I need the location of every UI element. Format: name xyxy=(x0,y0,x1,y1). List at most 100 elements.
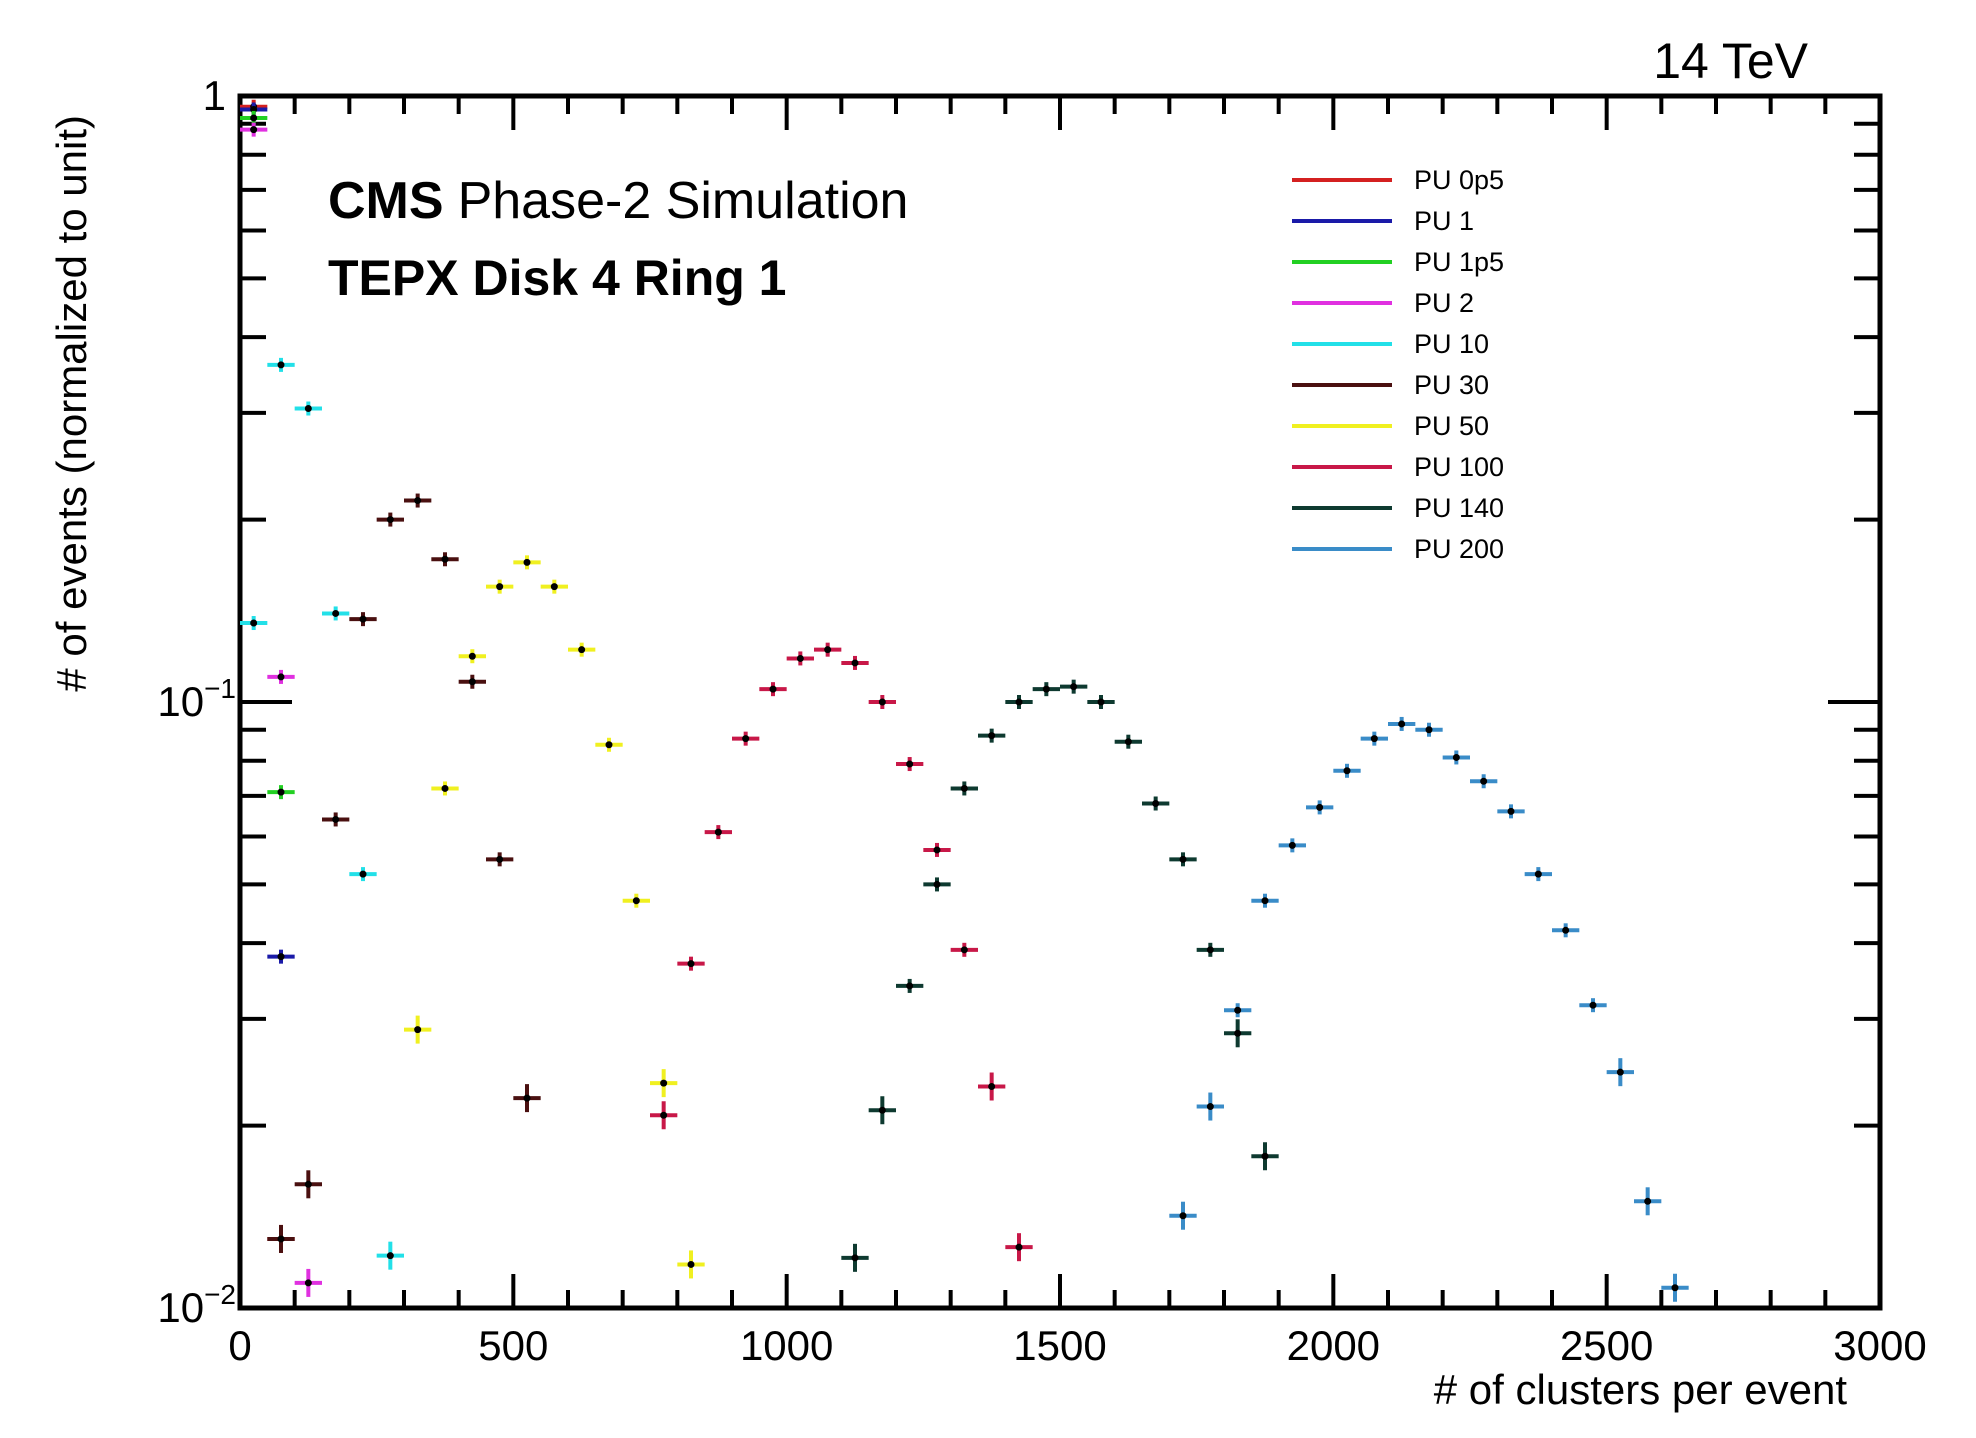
marker xyxy=(1261,1152,1269,1160)
data-point xyxy=(841,1243,869,1272)
marker xyxy=(277,673,285,681)
marker xyxy=(1671,1284,1679,1292)
marker xyxy=(660,1111,668,1119)
marker xyxy=(851,1254,859,1262)
x-tick-label: 0 xyxy=(228,1322,251,1369)
marker xyxy=(1452,753,1460,761)
marker xyxy=(1124,738,1132,746)
energy-label: 14 TeV xyxy=(1653,33,1808,89)
data-point xyxy=(1606,1058,1634,1087)
marker xyxy=(468,652,476,660)
marker xyxy=(906,760,914,768)
marker xyxy=(277,788,285,796)
marker xyxy=(1152,799,1160,807)
legend-label: PU 1p5 xyxy=(1414,247,1504,277)
data-point xyxy=(1224,1003,1252,1018)
marker xyxy=(386,516,394,524)
marker xyxy=(277,953,285,961)
data-point xyxy=(267,1224,295,1253)
data-point xyxy=(978,1072,1006,1101)
data-point xyxy=(1388,716,1416,731)
marker xyxy=(632,897,640,905)
marker xyxy=(1644,1197,1652,1205)
data-point xyxy=(1470,774,1498,789)
series-pu-1p5 xyxy=(240,110,295,800)
data-point xyxy=(240,122,268,137)
data-point xyxy=(458,649,486,664)
series-pu-200 xyxy=(1169,716,1689,1302)
marker xyxy=(1480,777,1488,785)
marker xyxy=(1234,1029,1242,1037)
legend-label: PU 0p5 xyxy=(1414,165,1504,195)
marker xyxy=(1015,1243,1023,1251)
marker xyxy=(605,741,613,749)
data-point xyxy=(540,579,568,594)
marker xyxy=(1234,1006,1242,1014)
x-axis-title: # of clusters per event xyxy=(1434,1366,1848,1413)
marker xyxy=(906,982,914,990)
simulation-label: Phase-2 Simulation xyxy=(458,172,909,230)
marker xyxy=(304,1279,312,1287)
x-tick-label: 3000 xyxy=(1833,1322,1926,1369)
marker xyxy=(441,555,449,563)
legend-label: PU 10 xyxy=(1414,329,1489,359)
data-point xyxy=(267,669,295,684)
data-point xyxy=(923,877,951,892)
data-point xyxy=(650,1069,678,1098)
y-tick-label-exponent: −1 xyxy=(204,673,236,704)
data-point xyxy=(1005,1233,1033,1262)
marker xyxy=(1070,683,1078,691)
marker xyxy=(1261,897,1269,905)
marker xyxy=(468,678,476,686)
data-point xyxy=(349,867,377,882)
data-point xyxy=(267,357,295,372)
marker xyxy=(1097,698,1105,706)
marker xyxy=(1288,841,1296,849)
marker xyxy=(550,583,558,591)
data-point xyxy=(322,606,350,621)
data-point xyxy=(704,825,732,840)
x-tick-label: 1500 xyxy=(1013,1322,1106,1369)
data-point xyxy=(1333,763,1361,778)
series-pu-10 xyxy=(240,357,404,1270)
marker xyxy=(1534,870,1542,878)
marker xyxy=(250,114,258,122)
marker xyxy=(414,497,422,505)
data-point xyxy=(1005,695,1033,709)
region-label: TEPX Disk 4 Ring 1 xyxy=(328,250,786,306)
data-point xyxy=(1442,750,1470,765)
marker xyxy=(878,698,886,706)
legend: PU 0p5 PU 1 PU 1p5 PU 2 PU 10 PU 30 PU 50 PU 10… xyxy=(1292,165,1504,564)
legend-label: PU 30 xyxy=(1414,370,1489,400)
marker xyxy=(441,784,449,792)
marker xyxy=(960,784,968,792)
data-point xyxy=(759,682,787,697)
data-point xyxy=(240,110,268,125)
marker xyxy=(414,1026,422,1034)
data-point xyxy=(896,757,924,772)
data-point xyxy=(677,1250,705,1279)
y-tick-label: 10−2 xyxy=(157,1279,236,1331)
series-pu-30 xyxy=(267,493,541,1253)
marker xyxy=(578,646,586,654)
data-point xyxy=(1060,679,1088,694)
marker xyxy=(960,946,968,954)
marker xyxy=(359,870,367,878)
marker xyxy=(250,126,258,134)
data-point xyxy=(240,616,268,631)
data-point xyxy=(1196,942,1224,957)
x-tick-label: 2500 xyxy=(1560,1322,1653,1369)
data-point xyxy=(1306,800,1334,815)
data-points xyxy=(240,99,1689,1302)
series-pu-100 xyxy=(650,642,1033,1262)
data-point xyxy=(1661,1273,1689,1302)
y-tick-label-exponent: −2 xyxy=(204,1279,236,1310)
marker xyxy=(769,685,777,693)
data-point xyxy=(1114,734,1142,749)
series-pu-50 xyxy=(404,555,705,1279)
y-tick-label-base: 10 xyxy=(157,1284,204,1331)
data-point xyxy=(376,512,404,527)
data-point xyxy=(1169,852,1197,867)
data-point xyxy=(294,1268,322,1297)
